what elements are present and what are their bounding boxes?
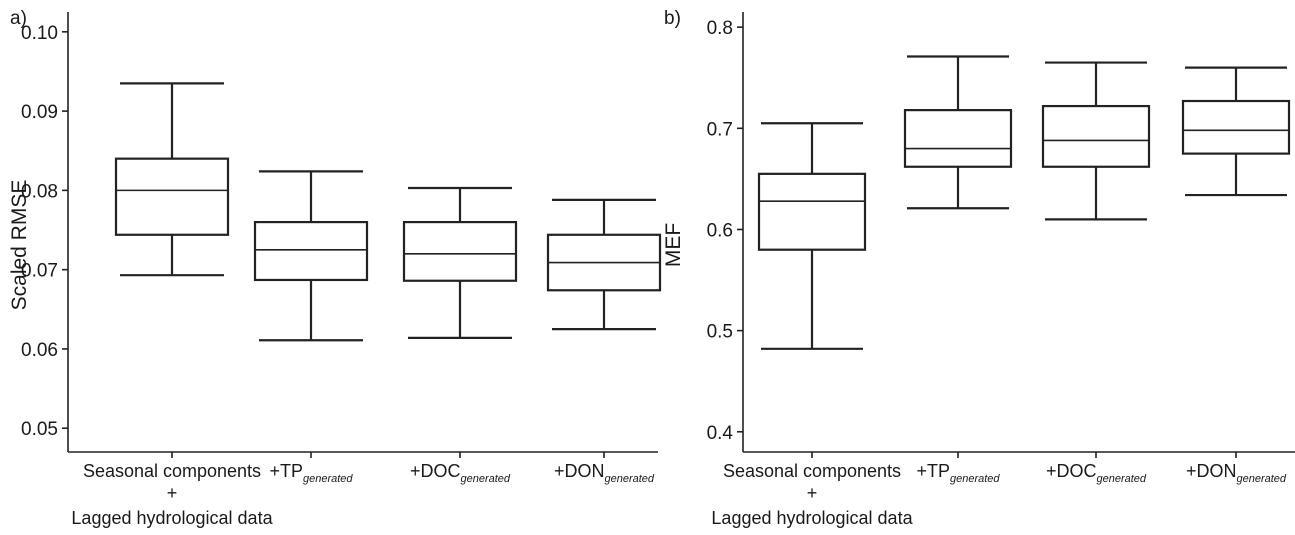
x-tick-label: +DONgenerated	[1186, 461, 1287, 485]
x-tick-label-main: +DON	[1186, 461, 1237, 481]
y-axis-label: Scaled RMSE	[8, 180, 31, 311]
x-tick-label-subscript: generated	[460, 473, 510, 485]
y-tick-label: 0.6	[707, 220, 733, 241]
iqr-box	[1181, 99, 1291, 155]
x-tick-label-line3: Lagged hydrological data	[71, 508, 273, 528]
iqr-box	[114, 157, 230, 236]
y-tick-label: 0.07	[21, 261, 58, 282]
x-tick-label: +TPgenerated	[916, 461, 1000, 485]
x-tick-label-plus: +	[807, 483, 818, 503]
box-1	[114, 82, 230, 277]
x-tick-label-main: +DOC	[410, 461, 461, 481]
box-2	[253, 170, 369, 342]
y-tick-label: 0.10	[21, 23, 58, 44]
y-tick-label: 0.4	[707, 423, 734, 444]
iqr-box	[757, 172, 867, 251]
x-tick-label-subscript: generated	[604, 473, 654, 485]
x-tick-label-plus: +	[167, 483, 178, 503]
panel-label: a)	[10, 8, 27, 29]
y-tick-label: 0.7	[707, 119, 733, 140]
box-1	[757, 122, 867, 350]
panel-label: b)	[664, 8, 681, 29]
iqr-box	[402, 220, 518, 282]
y-tick-label: 0.09	[21, 102, 58, 123]
x-tick-label-subscript: generated	[1236, 473, 1286, 485]
x-tick-label-main: +TP	[269, 461, 303, 481]
box-4	[546, 198, 662, 331]
y-axis-label: MEF	[662, 223, 685, 267]
x-tick-label: Seasonal components	[723, 461, 901, 481]
box-2	[903, 55, 1013, 210]
x-tick-label-main: +DOC	[1046, 461, 1097, 481]
y-tick-label: 0.5	[707, 322, 733, 343]
x-tick-label-subscript: generated	[950, 473, 1000, 485]
iqr-box	[903, 109, 1013, 168]
x-tick-label: +DONgenerated	[554, 461, 655, 485]
x-tick-label-main: +TP	[916, 461, 950, 481]
y-tick-label: 0.06	[21, 340, 58, 361]
x-tick-label-subscript: generated	[1096, 473, 1146, 485]
y-tick-label: 0.8	[707, 18, 733, 39]
panel-a: a) 0.05 0.06 0.07 0.08 0.09 0.10 Scaled RMSE Sea…	[8, 8, 662, 528]
x-tick-label: +DOCgenerated	[1046, 461, 1147, 485]
x-tick-label-subscript: generated	[303, 473, 353, 485]
iqr-box	[1041, 104, 1151, 168]
box-3	[1041, 61, 1151, 221]
x-tick-label-main: +DON	[554, 461, 605, 481]
x-tick-label-line3: Lagged hydrological data	[711, 508, 913, 528]
iqr-box	[253, 220, 369, 282]
box-4	[1181, 66, 1291, 197]
x-tick-label: +TPgenerated	[269, 461, 353, 485]
y-tick-label: 0.05	[21, 419, 58, 440]
y-tick-label: 0.08	[21, 181, 58, 202]
x-tick-label: +DOCgenerated	[410, 461, 511, 485]
box-3	[402, 186, 518, 339]
x-tick-label: Seasonal components	[83, 461, 261, 481]
